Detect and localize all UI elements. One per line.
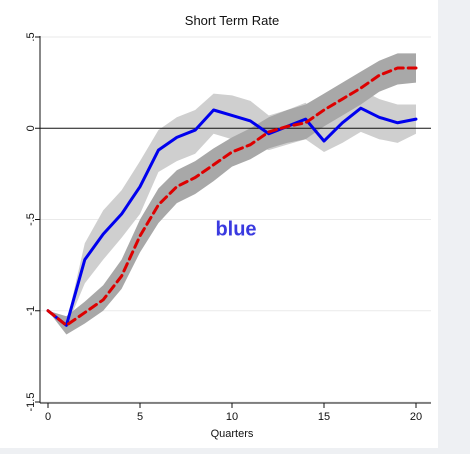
confidence-band — [48, 89, 416, 328]
x-tick-label: 0 — [45, 411, 51, 423]
x-tick-label: 15 — [318, 411, 330, 423]
x-axis-label: Quarters — [211, 428, 254, 440]
x-tick-label: 20 — [410, 411, 422, 423]
bottom-strip — [0, 448, 470, 454]
blue-annotation: blue — [215, 219, 256, 241]
y-tick-label: .5 — [25, 32, 37, 41]
axes: -1.5 -1 -.5 0 .5 0 5 10 15 20 — [25, 32, 431, 423]
confidence-bands — [48, 53, 416, 335]
series-line-blue — [46, 106, 418, 327]
y-tick-label: -.5 — [25, 213, 37, 226]
series-lines — [46, 66, 418, 327]
y-tick-label: -1 — [25, 306, 37, 316]
side-strip — [438, 0, 470, 454]
confidence-band — [48, 53, 416, 335]
y-tick-label: -1.5 — [25, 393, 37, 412]
chart-title: Short Term Rate — [185, 13, 279, 28]
x-tick-label: 10 — [226, 411, 238, 423]
x-tick-label: 5 — [137, 411, 143, 423]
series-line-red-dashed — [46, 66, 418, 327]
y-tick-label: 0 — [25, 125, 37, 131]
